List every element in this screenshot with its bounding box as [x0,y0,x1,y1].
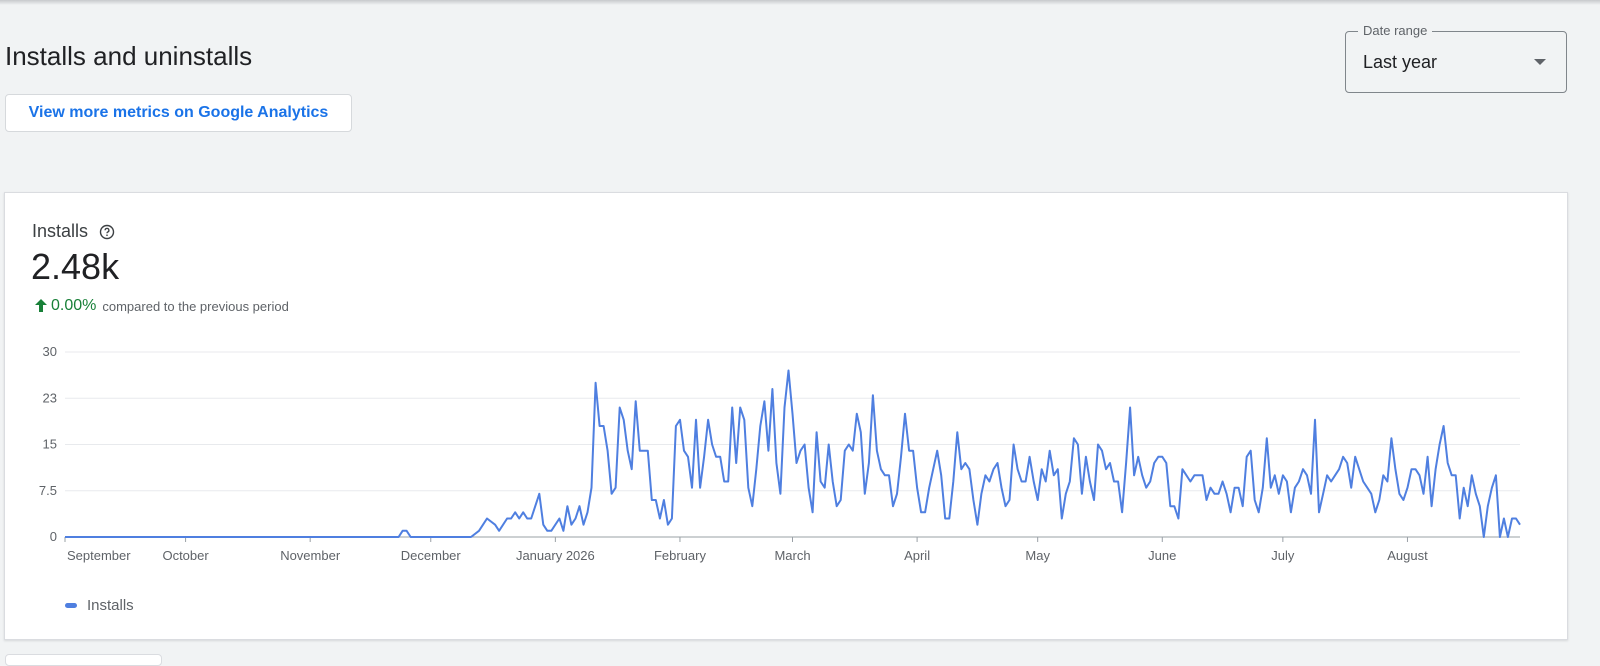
x-tick-label: April [904,548,930,563]
x-tick-label: January 2026 [516,548,595,563]
y-tick-label: 30 [43,344,57,359]
view-google-analytics-button[interactable]: View more metrics on Google Analytics [5,94,352,132]
help-circle-icon[interactable] [99,224,115,240]
date-range-label: Date range [1358,23,1433,38]
x-tick-label: September [67,548,131,563]
x-tick-label: July [1271,548,1295,563]
legend-swatch [65,603,77,608]
x-tick-label: December [401,548,462,563]
x-tick-label: March [774,548,810,563]
change-text: compared to the previous period [102,298,289,314]
date-range-select[interactable]: Date range Last year [1345,23,1567,93]
next-card-edge [5,654,162,666]
x-tick-label: October [162,548,209,563]
installs-chart: 0 7.5 15 23 30 September October November Decemb… [39,344,1521,563]
change-row: 0.00% compared to the previous period [35,297,289,315]
x-tick-label: May [1025,548,1050,563]
x-tick-label: August [1387,548,1428,563]
dropdown-arrow-icon[interactable] [1534,59,1546,65]
x-tick-label: November [280,548,341,563]
legend-label: Installs [87,597,134,614]
page-title: Installs and uninstalls [5,41,253,71]
installs-total: 2.48k [31,246,120,287]
chart-legend: Installs [65,597,134,614]
arrow-up-icon [35,299,47,312]
y-tick-label: 0 [50,529,57,544]
installs-card: Installs 2.48k 0.00% compared to the pre… [4,192,1568,640]
top-shadow [0,0,1600,5]
change-percent: 0.00% [51,297,97,314]
y-tick-label: 7.5 [39,483,57,498]
x-tick-label: February [654,548,707,563]
y-tick-label: 15 [43,437,57,452]
y-tick-label: 23 [43,390,57,405]
x-tick-label: June [1148,548,1176,563]
date-range-value: Last year [1363,52,1438,72]
card-title: Installs [32,221,89,241]
series-line-installs[interactable] [65,369,1521,538]
